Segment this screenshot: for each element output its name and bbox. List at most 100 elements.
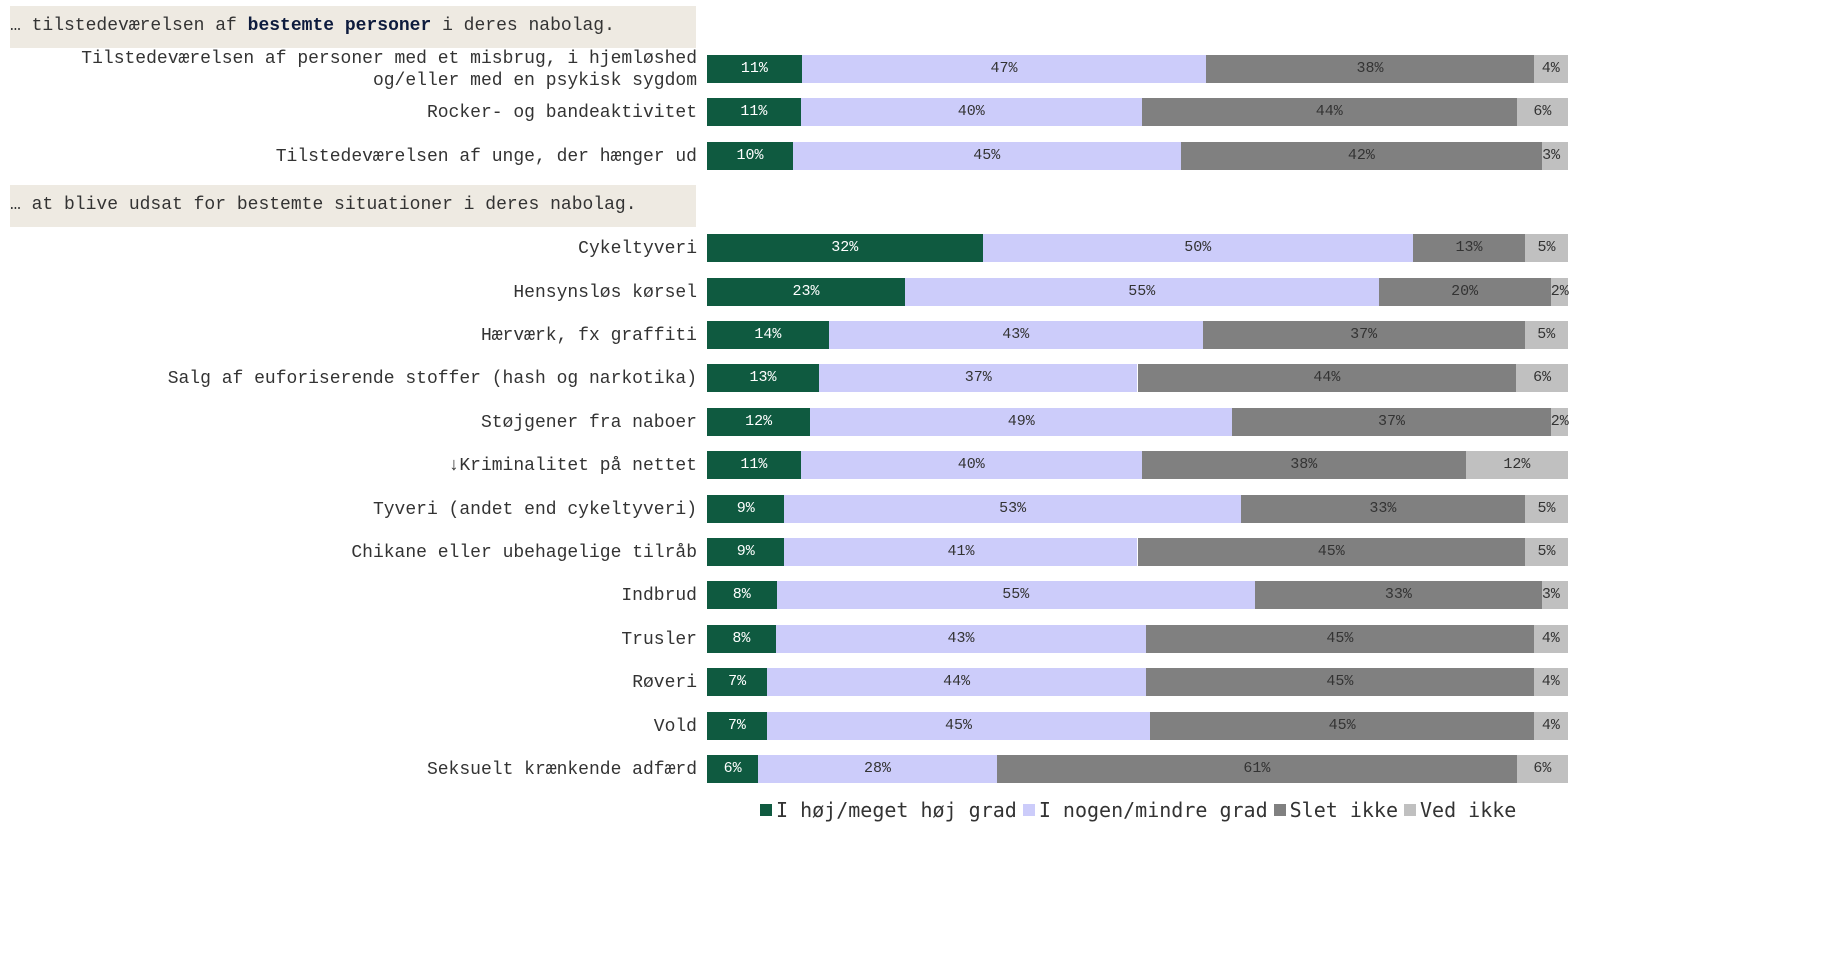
legend-label: Slet ikke xyxy=(1289,798,1398,822)
data-label: 43% xyxy=(1002,326,1030,343)
legend-swatch xyxy=(1022,804,1035,816)
bar-segment xyxy=(707,141,794,170)
category-label: ↓Kriminalitet på nettet xyxy=(448,456,697,477)
bar-segment xyxy=(800,98,1142,127)
bar-segment xyxy=(1524,321,1568,349)
data-label: 9% xyxy=(736,543,755,560)
bar-segment xyxy=(1413,234,1525,263)
legend-item: Ved ikke xyxy=(1403,798,1516,822)
bar-segment xyxy=(707,55,802,83)
data-label: 3% xyxy=(1541,586,1560,604)
bar-segment xyxy=(1516,755,1568,783)
category-label: Rocker- og bandeaktivitet xyxy=(426,103,697,124)
bar-segment xyxy=(1240,494,1525,523)
bar-segment xyxy=(1550,407,1568,436)
data-label: 42% xyxy=(1347,146,1375,164)
data-label: 33% xyxy=(1369,499,1397,517)
legend-label: I høj/meget høj grad xyxy=(776,798,1017,822)
data-label: 10% xyxy=(736,146,764,164)
bar-segment xyxy=(707,668,768,697)
bar-segment xyxy=(818,364,1138,393)
bar-segment xyxy=(1141,98,1517,127)
bar-segment xyxy=(1524,538,1568,566)
legend-label: I nogen/mindre grad xyxy=(1038,798,1268,822)
data-label: 7% xyxy=(728,673,747,691)
bar-segment xyxy=(1180,141,1543,170)
data-label: 44% xyxy=(1315,103,1343,121)
legend-item: I høj/meget høj grad xyxy=(760,798,1017,822)
section-header-text: … tilstedeværelsen af xyxy=(10,16,248,36)
data-label: 55% xyxy=(1128,282,1156,300)
data-label: 49% xyxy=(1007,412,1035,430)
bar-segment xyxy=(1232,407,1551,436)
category-label: Tilstedeværelsen af personer med et misb… xyxy=(81,49,697,91)
section-header-band xyxy=(10,185,696,228)
data-label: 4% xyxy=(1541,60,1560,77)
bar-segment xyxy=(1254,581,1542,610)
bar-segment xyxy=(776,581,1255,610)
data-label: 3% xyxy=(1542,146,1561,164)
bar-segment xyxy=(1524,234,1568,263)
category-label: Salg af euforiserende stoffer (hash og n… xyxy=(167,369,697,390)
category-label: Røveri xyxy=(632,673,697,694)
data-label: 2% xyxy=(1550,412,1569,430)
data-label: 13% xyxy=(1455,239,1483,257)
data-label: 5% xyxy=(1537,499,1556,517)
data-label: 5% xyxy=(1537,543,1556,560)
data-label: 5% xyxy=(1537,239,1556,257)
bar-segment xyxy=(1202,321,1525,349)
data-label: 61% xyxy=(1243,760,1271,777)
data-label: 23% xyxy=(792,282,820,300)
data-label: 8% xyxy=(732,586,751,604)
bar-segment xyxy=(801,55,1207,83)
data-label: 5% xyxy=(1537,326,1556,343)
bar-segment xyxy=(1533,624,1568,653)
bar-segment xyxy=(707,624,776,653)
category-label: Vold xyxy=(653,716,697,737)
bar-segment xyxy=(1516,364,1568,393)
data-label: 45% xyxy=(973,146,1001,164)
legend-swatch xyxy=(1403,804,1416,816)
data-label: 9% xyxy=(736,499,755,517)
data-label: 53% xyxy=(999,499,1027,517)
data-label: 50% xyxy=(1184,239,1212,257)
data-label: 14% xyxy=(754,326,782,343)
bar-segment xyxy=(707,711,767,740)
bar-segment xyxy=(758,755,997,783)
bar-segment xyxy=(1378,277,1551,306)
section-header-band xyxy=(10,6,696,48)
data-label: 6% xyxy=(1533,369,1552,387)
bar-segment xyxy=(1533,668,1568,697)
bar-segment xyxy=(784,538,1138,566)
data-label: 11% xyxy=(740,60,768,77)
category-label: Hensynsløs kørsel xyxy=(513,282,697,303)
data-label: 45% xyxy=(1326,673,1354,691)
data-label: 41% xyxy=(947,543,975,560)
bar-segment xyxy=(1150,711,1534,740)
bar-segment xyxy=(1146,668,1534,697)
category-label: Indbrud xyxy=(621,586,697,607)
data-label: 4% xyxy=(1541,673,1560,691)
bar-segment xyxy=(1141,451,1466,480)
data-label: 37% xyxy=(964,369,992,387)
bar-segment xyxy=(996,755,1517,783)
data-label: 6% xyxy=(1533,103,1552,121)
data-label: 44% xyxy=(943,673,971,691)
data-label: 38% xyxy=(1290,456,1318,474)
data-label: 8% xyxy=(732,629,751,647)
data-label: 13% xyxy=(749,369,777,387)
bar-segment xyxy=(775,624,1147,653)
data-label: 45% xyxy=(1317,543,1345,560)
section-header-bold: bestemte personer xyxy=(247,16,432,36)
data-label: 12% xyxy=(1503,456,1531,474)
bar-segment xyxy=(707,321,829,349)
section-header: … at blive udsat for bestemte situatione… xyxy=(10,195,637,215)
bar-segment xyxy=(1137,364,1517,393)
legend-item: Slet ikke xyxy=(1273,798,1398,822)
category-label: Tilstedeværelsen af unge, der hænger ud xyxy=(275,146,697,167)
bar-segment xyxy=(1137,538,1525,566)
bar-segment xyxy=(707,581,777,610)
bar-segment xyxy=(766,711,1151,740)
bar-segment xyxy=(707,538,785,566)
